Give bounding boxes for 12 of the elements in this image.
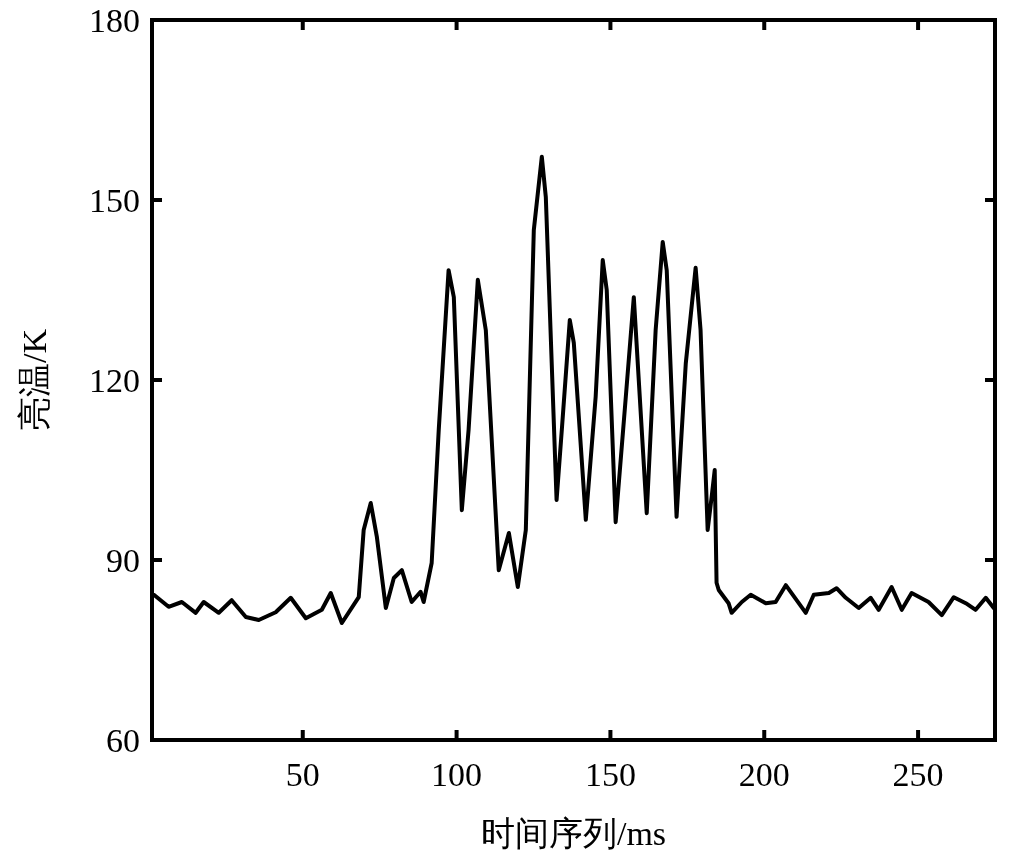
- y-axis-title: 亮温/K: [16, 328, 53, 431]
- y-tick-label: 60: [106, 721, 140, 759]
- y-tick-label: 180: [89, 1, 140, 39]
- x-tick-label: 50: [285, 756, 320, 793]
- y-tick-label: 90: [106, 541, 140, 579]
- y-tick-label: 120: [89, 361, 140, 399]
- x-tick-label: 250: [892, 756, 944, 793]
- x-tick-label: 200: [738, 756, 790, 793]
- y-tick-label: 150: [89, 181, 140, 219]
- x-tick-label: 100: [431, 756, 483, 793]
- x-tick-label: 150: [584, 756, 636, 793]
- x-axis-title: 时间序列/ms: [480, 815, 667, 852]
